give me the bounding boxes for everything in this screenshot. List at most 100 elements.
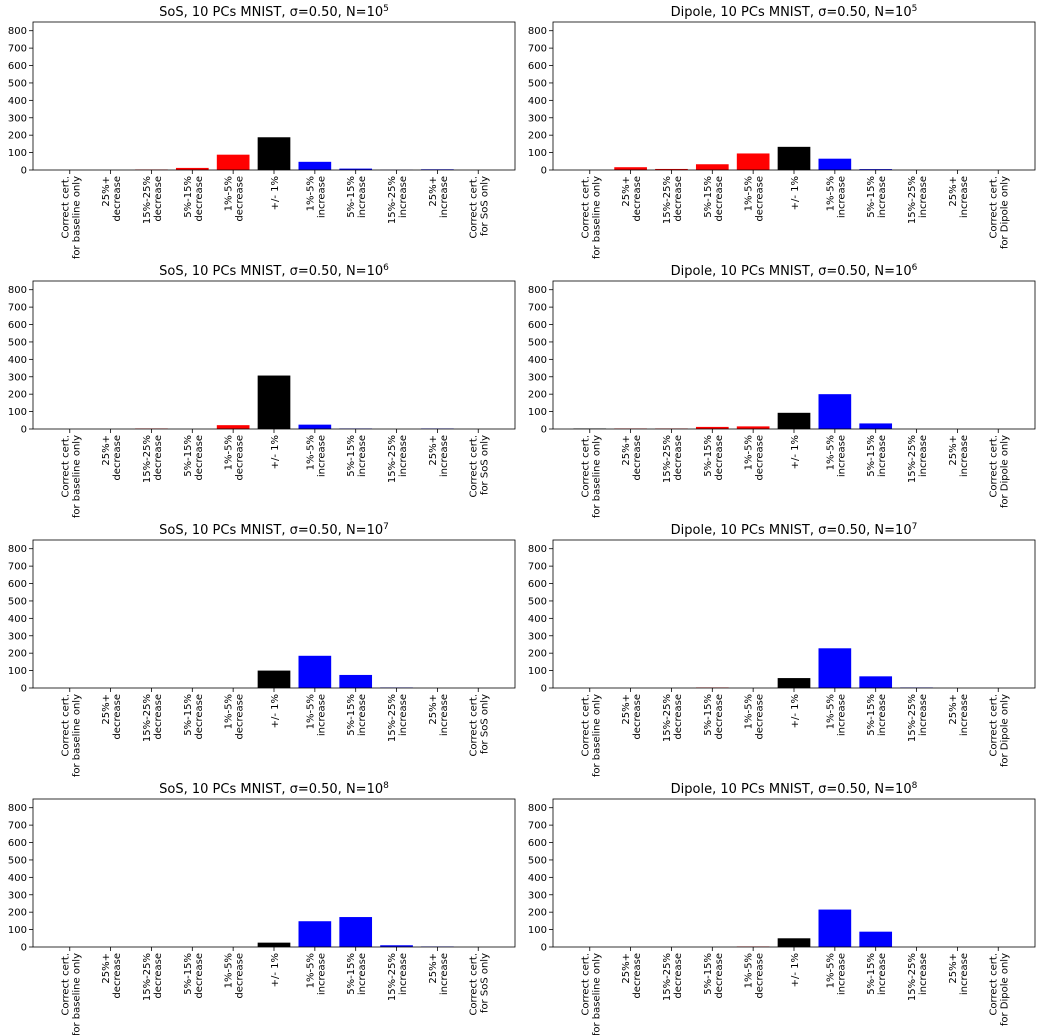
x-tick-label: 15%-25% decrease	[142, 176, 164, 224]
x-tick-label-line: 25%+	[948, 694, 959, 725]
bar-7	[818, 394, 852, 429]
x-tick-label-line: 5%-15%	[703, 176, 714, 218]
x-tick-label-line: decrease	[194, 953, 205, 999]
x-tick-label: Correct cert. for baseline only	[60, 694, 82, 777]
x-tick-label-line: Correct cert.	[989, 176, 1000, 239]
x-tick-label: Correct cert. for baseline only	[580, 176, 602, 259]
x-tick-label: 5%-15% increase	[346, 953, 368, 995]
x-tick-label-line: 15%-25%	[907, 694, 918, 742]
x-tick-label-line: 15%-25%	[387, 176, 398, 224]
x-tick-label: 5%-15% decrease	[183, 176, 205, 222]
y-tick-label: 100	[528, 148, 547, 159]
x-tick-label-line: decrease	[112, 953, 123, 999]
x-tick-label-line: 5%-15%	[866, 176, 877, 218]
y-tick-label: 400	[528, 96, 547, 107]
x-tick-label-line: increase	[836, 176, 847, 218]
chart-title: SoS, 10 PCs MNIST, σ=0.50, N=107	[159, 522, 389, 538]
x-tick-label: 5%-15% decrease	[703, 435, 725, 481]
chart-panel-4: Dipole, 10 PCs MNIST, σ=0.50, N=106 0 100 2…	[528, 263, 1036, 518]
x-tick-label-line: for Dipole only	[1000, 176, 1011, 249]
x-tick-label-line: Correct cert.	[989, 435, 1000, 498]
y-tick-label: 100	[528, 407, 547, 418]
x-tick-label-line: decrease	[153, 953, 164, 999]
x-tick-label-line: decrease	[755, 176, 766, 222]
x-tick-label-line: 5%-15%	[703, 953, 714, 995]
x-tick-label-line: decrease	[714, 953, 725, 999]
x-tick-label-line: 25%+	[621, 435, 632, 466]
x-tick-label: Correct cert. for Dipole only	[989, 953, 1011, 1026]
x-tick-label: 1%-5% increase	[825, 435, 847, 477]
plot-frame	[552, 539, 1036, 689]
y-tick-label: 700	[8, 821, 27, 832]
x-tick-label-line: increase	[316, 953, 327, 995]
x-tick-label: Correct cert. for baseline only	[60, 176, 82, 259]
bar-6	[257, 670, 291, 688]
chart-panel-6: Dipole, 10 PCs MNIST, σ=0.50, N=107 0 100 2…	[528, 522, 1036, 777]
x-tick-label: 1%-5% decrease	[224, 694, 246, 740]
y-tick-label: 200	[8, 908, 27, 919]
x-tick-label: 1%-5% decrease	[744, 435, 766, 481]
x-tick-label-line: +/- 1%	[270, 953, 281, 987]
x-tick-label: 15%-25% increase	[387, 694, 409, 742]
x-tick-label: 1%-5% decrease	[744, 694, 766, 740]
y-tick-label: 0	[541, 943, 547, 954]
x-tick-label-line: for baseline only	[71, 953, 82, 1035]
y-tick-label: 800	[8, 26, 27, 37]
x-tick-label-line: increase	[918, 176, 929, 218]
x-tick-label: 15%-25% increase	[387, 176, 409, 224]
y-tick-label: 500	[528, 855, 547, 866]
x-tick-label-line: decrease	[632, 953, 643, 999]
x-tick-label: Correct cert. for Dipole only	[989, 435, 1011, 508]
y-tick-label: 0	[21, 166, 27, 177]
x-tick-label: 25%+ increase	[948, 176, 970, 218]
x-tick-label-line: decrease	[755, 435, 766, 481]
x-tick-label: +/- 1%	[790, 694, 801, 728]
y-tick-label: 800	[528, 803, 547, 814]
x-tick-label-line: 25%+	[621, 694, 632, 725]
x-tick-label-line: decrease	[194, 176, 205, 222]
y-tick-label: 300	[528, 631, 547, 642]
x-tick-label-line: 1%-5%	[305, 953, 316, 988]
x-tick-label: Correct cert. for SoS only	[469, 953, 491, 1016]
x-tick-label-line: increase	[877, 176, 888, 218]
x-tick-label-line: 25%+	[101, 953, 112, 984]
x-tick-label: Correct cert. for SoS only	[469, 435, 491, 498]
x-tick-label-line: 25%+	[948, 435, 959, 466]
x-tick-label: 1%-5% increase	[825, 176, 847, 218]
x-tick-label-line: increase	[357, 435, 368, 477]
x-tick-label-line: for baseline only	[591, 435, 602, 518]
x-tick-label-line: for baseline only	[71, 694, 82, 777]
chart-panel-7: SoS, 10 PCs MNIST, σ=0.50, N=108 0 100 200 3…	[8, 781, 516, 1035]
x-tick-label-line: 1%-5%	[305, 176, 316, 211]
x-tick-label-line: 25%+	[621, 953, 632, 984]
chart-title: SoS, 10 PCs MNIST, σ=0.50, N=105	[159, 4, 389, 20]
x-tick-label-line: increase	[918, 694, 929, 736]
x-tick-label: 5%-15% increase	[866, 176, 888, 218]
bar-4	[175, 167, 209, 170]
x-tick-label-line: 25%+	[101, 694, 112, 725]
x-tick-label-line: increase	[316, 694, 327, 736]
x-tick-label: 1%-5% decrease	[224, 435, 246, 481]
x-tick-label-line: Correct cert.	[989, 953, 1000, 1016]
y-tick-label: 300	[528, 372, 547, 383]
x-tick-label-line: Correct cert.	[580, 435, 591, 498]
x-tick-label: 1%-5% decrease	[224, 953, 246, 999]
x-tick-label: +/- 1%	[790, 435, 801, 469]
x-tick-label-line: 15%-25%	[142, 435, 153, 483]
x-tick-label: +/- 1%	[270, 176, 281, 210]
chart-title: Dipole, 10 PCs MNIST, σ=0.50, N=107	[671, 522, 918, 538]
y-tick-label: 400	[8, 614, 27, 625]
x-tick-label-line: decrease	[112, 435, 123, 481]
x-tick-label: 15%-25% decrease	[662, 176, 684, 224]
x-tick-label: 1%-5% increase	[305, 694, 327, 736]
bar-8	[859, 931, 893, 947]
x-tick-label-line: Correct cert.	[580, 953, 591, 1016]
plot-frame	[32, 280, 516, 430]
y-tick-label: 400	[8, 355, 27, 366]
x-tick-label-line: +/- 1%	[790, 435, 801, 469]
x-tick-label-line: +/- 1%	[790, 953, 801, 987]
x-tick-label-line: for baseline only	[591, 694, 602, 777]
x-tick-label: 25%+ decrease	[621, 435, 643, 481]
x-tick-label: Correct cert. for baseline only	[60, 435, 82, 518]
x-tick-label-line: increase	[316, 176, 327, 218]
